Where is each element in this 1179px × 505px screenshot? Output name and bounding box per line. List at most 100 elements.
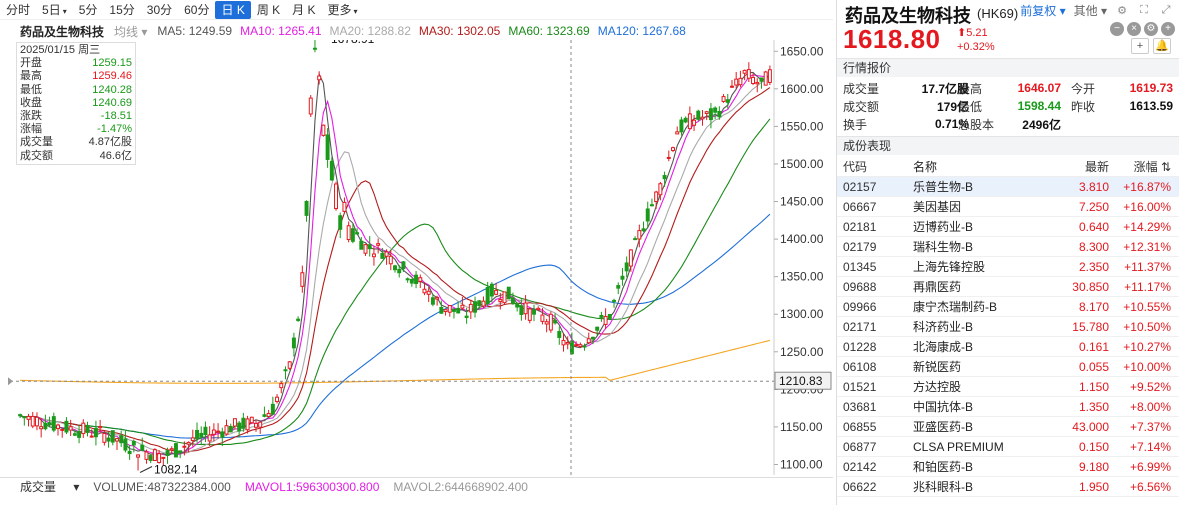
table-row[interactable]: 06108 新锐医药 0.055 +10.00% (837, 357, 1179, 377)
gear-icon[interactable]: ⚙ (1144, 22, 1158, 36)
adjust-dropdown[interactable]: 前复权 ▾ (1020, 3, 1066, 18)
ma-dropdown[interactable]: 均线 ▾ (114, 24, 148, 39)
tab-6[interactable]: 日 K (215, 0, 251, 19)
candle-body (148, 455, 153, 461)
tab-1[interactable]: 5日 ▾ (36, 1, 73, 19)
y-tick-label: 1650.00 (780, 44, 824, 58)
col-code[interactable]: 代码 (843, 160, 868, 174)
table-row[interactable]: 06667 美因基因 7.250 +16.00% (837, 197, 1179, 217)
candle-body (367, 244, 372, 250)
candle-body (186, 441, 191, 445)
candle-body (346, 225, 351, 241)
close-icon[interactable]: × (1127, 22, 1141, 36)
table-body: 02157 乐普生物-B 3.810 +16.87% 06667 美因基因 7.250 +16… (837, 177, 1179, 497)
table-row[interactable]: 06855 亚盛医药-B 43.000 +7.37% (837, 417, 1179, 437)
candle-body (607, 314, 612, 319)
candle-body (317, 75, 322, 81)
quote-panel: 药品及生物科技 (HK69) 1618.80 ⬆5.21 +0.32% + 🔔 … (836, 0, 1179, 505)
info-row: 最高 1259.46 (20, 70, 132, 83)
tab-5[interactable]: 60分 (178, 1, 215, 19)
kline-chart[interactable]: 1650.00 1600.00 1550.00 1500.00 1450.00 1400.… (0, 40, 833, 475)
col-last[interactable]: 最新 (1084, 160, 1109, 174)
candle-body (56, 424, 60, 430)
table-row[interactable]: 02181 迈博药业-B 0.640 +14.29% (837, 217, 1179, 237)
candle-body (216, 430, 221, 433)
cell-name: CLSA PREMIUM (913, 440, 1004, 454)
candle-body (422, 288, 427, 294)
tab-0[interactable]: 分时 (0, 1, 36, 19)
candle-body (704, 111, 709, 114)
candle-body (169, 448, 174, 451)
plus-icon[interactable]: + (1161, 22, 1175, 36)
table-row[interactable]: 09966 康宁杰瑞制药-B 8.170 +10.55% (837, 297, 1179, 317)
ma-dropdown-label: 均线 (114, 24, 139, 39)
candle-body (72, 433, 77, 436)
candle-body (291, 337, 296, 349)
table-row[interactable]: 06877 CLSA PREMIUM 0.150 +7.14% (837, 437, 1179, 457)
table-row[interactable]: 09688 再鼎医药 30.850 +11.17% (837, 277, 1179, 297)
y-tick-label: 1400.00 (780, 232, 824, 246)
table-row[interactable]: 01521 方达控股 1.150 +9.52% (837, 377, 1179, 397)
candle-body (43, 422, 48, 430)
candle-body (721, 96, 726, 102)
candle-body (481, 300, 486, 307)
candle-body (47, 422, 52, 426)
tab-9[interactable]: 更多 ▾ (322, 1, 364, 19)
expand-icon[interactable]: ⤢ (1161, 3, 1171, 16)
candle-body (334, 183, 339, 210)
candle-body (460, 304, 465, 309)
col-pct[interactable]: 涨幅 ⇅ (1133, 160, 1171, 174)
candle-body (232, 418, 237, 427)
table-row[interactable]: 01345 上海先锋控股 2.350 +11.37% (837, 257, 1179, 277)
tab-7[interactable]: 周 K (251, 1, 286, 19)
tab-2[interactable]: 5分 (73, 1, 104, 19)
table-row[interactable]: 02157 乐普生物-B 3.810 +16.87% (837, 177, 1179, 197)
table-row[interactable]: 01228 北海康成-B 0.161 +10.27% (837, 337, 1179, 357)
cell-pct: +14.29% (1123, 220, 1171, 234)
tab-8[interactable]: 月 K (286, 1, 321, 19)
table-row[interactable]: 02142 和铂医药-B 9.180 +6.99% (837, 457, 1179, 477)
candle-body (717, 110, 722, 118)
table-row[interactable]: 03681 中国抗体-B 1.350 +8.00% (837, 397, 1179, 417)
candle-body (363, 244, 368, 254)
other-dropdown[interactable]: 其他 ▾ (1073, 3, 1107, 18)
candle-body (641, 228, 646, 232)
minus-icon[interactable]: − (1110, 22, 1124, 36)
y-tick-label: 1100.00 (780, 457, 823, 471)
constituents-table: 代码 名称 最新 涨幅 ⇅ 02157 乐普生物-B 3.810 +16.87% 066… (837, 157, 1179, 497)
candle-body (376, 243, 381, 246)
fullscreen-icon[interactable]: ⛶ (1140, 3, 1148, 16)
candle-body (342, 201, 347, 212)
table-row[interactable]: 02179 瑞科生物-B 8.300 +12.31% (837, 237, 1179, 257)
table-row[interactable]: 02171 科济药业-B 15.780 +10.50% (837, 317, 1179, 337)
volume-value: VOLUME:487322384.000 (93, 479, 231, 494)
cell-pct: +7.37% (1129, 420, 1171, 434)
candle-body (405, 278, 410, 281)
candle-body (136, 454, 141, 458)
candle-body (203, 426, 208, 436)
col-name[interactable]: 名称 (913, 160, 938, 174)
bell-icon[interactable]: 🔔 (1153, 38, 1171, 54)
candle-body (696, 110, 701, 120)
candle-body (628, 249, 633, 267)
settings-icon[interactable]: ⚙ (1117, 4, 1127, 17)
other-label: 其他 (1073, 3, 1098, 18)
volume-title[interactable]: 成交量 ▾ (20, 480, 80, 494)
quote-label: 总股本 (958, 117, 995, 132)
table-row[interactable]: 06622 兆科眼科-B 1.950 +6.56% (837, 477, 1179, 497)
panel-actions: + 🔔 (1131, 38, 1171, 54)
candle-body (241, 417, 246, 429)
tab-3[interactable]: 15分 (103, 1, 140, 19)
candle-body (397, 268, 402, 274)
candle-body (435, 297, 440, 300)
candles (18, 40, 772, 471)
tab-label: 30分 (146, 2, 173, 17)
quote-row: 成交额 179亿 最低 1598.44 昨收 1613.59 (837, 97, 1179, 115)
cell-name: 上海先锋控股 (913, 260, 986, 274)
cell-pct: +10.50% (1123, 320, 1171, 334)
info-label: 成交额 (20, 149, 53, 162)
candle-body (190, 437, 195, 442)
candle-body (578, 344, 583, 348)
tab-4[interactable]: 30分 (141, 1, 178, 19)
add-watchlist-button[interactable]: + (1131, 38, 1149, 54)
